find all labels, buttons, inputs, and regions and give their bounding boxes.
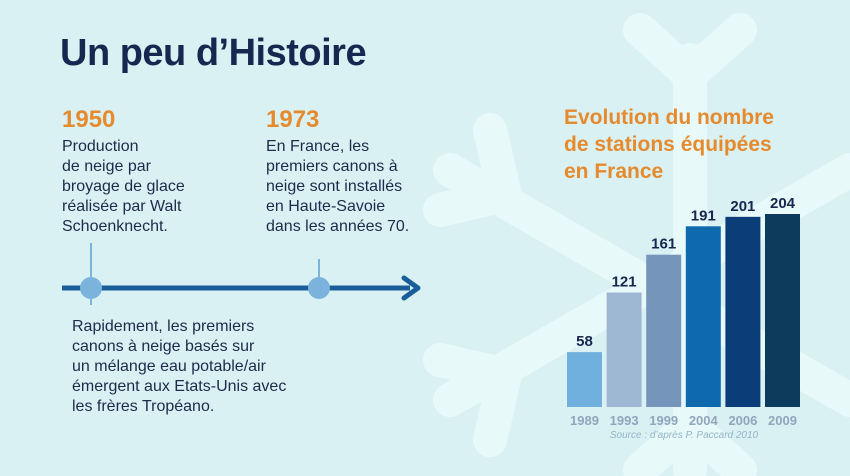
event-year: 1973	[266, 106, 320, 133]
timeline-dot-1973	[308, 277, 330, 299]
note-line: Rapidement, les premiers	[72, 318, 255, 335]
bar-1989	[567, 352, 602, 407]
x-tick-label: 1999	[649, 413, 678, 428]
event-description-line: réalisée par Walt	[62, 198, 182, 215]
bar-value-label: 121	[612, 274, 637, 291]
timeline-arrow-icon	[401, 275, 421, 301]
timeline-note: Rapidement, les premiers canons à neige …	[72, 317, 286, 417]
event-description-line: en Haute-Savoie	[266, 198, 386, 215]
timeline-dot-1950	[80, 277, 102, 299]
bar-value-label: 58	[576, 333, 593, 350]
bar-1993	[606, 292, 642, 407]
event-year: 1950	[62, 106, 116, 133]
bar-value-label: 201	[730, 198, 755, 215]
event-description-line: En France, les	[266, 138, 370, 155]
bar-2009	[765, 214, 800, 407]
event-description: En France, les premiers canons à neige s…	[266, 137, 409, 237]
event-description: Production de neige par broyage de glace…	[62, 137, 185, 237]
bar-2004	[685, 226, 721, 407]
chart-title-line: en France	[564, 160, 664, 183]
event-description-line: de neige par	[62, 158, 151, 175]
event-description-line: premiers canons à	[266, 158, 398, 175]
x-tick-label: 2009	[768, 413, 797, 428]
bar-value-label: 191	[691, 207, 716, 224]
event-description-line: neige sont installés	[266, 178, 403, 195]
event-description-line: dans les années 70.	[266, 218, 410, 235]
chart-source: Source : d’après P. Paccard 2010	[609, 430, 759, 441]
x-tick-label: 2004	[689, 413, 719, 428]
event-description-line: broyage de glace	[62, 178, 185, 195]
note-line: émergent aux Etats-Unis avec	[72, 378, 287, 395]
bar-1999	[646, 254, 682, 407]
event-description-line: Schoenknecht.	[62, 218, 168, 235]
note-line: les frères Tropéano.	[72, 398, 215, 415]
x-tick-label: 1993	[610, 413, 639, 428]
event-description-line: Production	[62, 138, 139, 155]
timeline-event-1950: 1950 Production de neige par broyage de …	[62, 106, 185, 237]
bar-2006	[725, 216, 761, 407]
note-line: un mélange eau potable/air	[72, 358, 266, 375]
note-line: canons à neige basés sur	[72, 338, 255, 355]
chart-title-line: de stations équipées	[564, 133, 772, 156]
timeline-event-1973: 1973 En France, les premiers canons à ne…	[266, 106, 409, 237]
chart-title: Evolution du nombre de stations équipées…	[564, 104, 834, 185]
page-title: Un peu d’Histoire	[60, 32, 367, 74]
bar-value-label: 204	[770, 195, 796, 212]
chart-title-line: Evolution du nombre	[564, 106, 774, 129]
x-tick-label: 2006	[728, 413, 757, 428]
x-tick-label: 1989	[570, 413, 599, 428]
bar-value-label: 161	[651, 236, 676, 253]
